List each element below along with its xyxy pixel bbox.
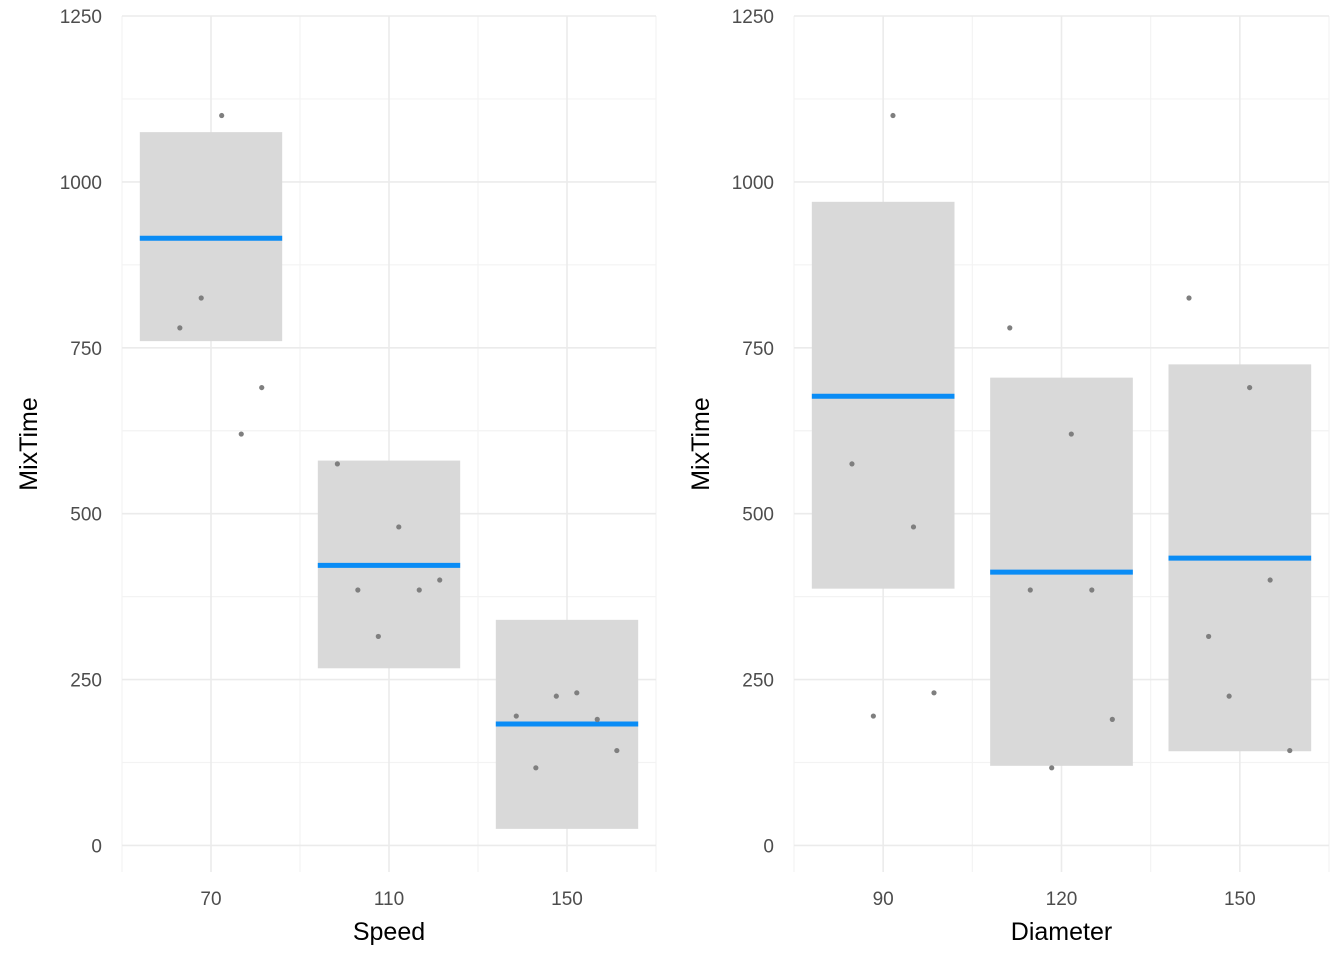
data-point: [614, 747, 620, 754]
data-point: [1027, 587, 1033, 593]
x-tick-label: 150: [1224, 889, 1256, 910]
data-point: [1109, 716, 1115, 722]
data-point: [219, 112, 225, 119]
data-point: [1226, 693, 1232, 699]
data-point: [375, 633, 381, 640]
y-tick-label: 1000: [732, 173, 774, 194]
data-point: [198, 295, 204, 301]
data-point: [1206, 633, 1212, 640]
y-axis-title: MixTime: [15, 397, 43, 491]
data-point: [1186, 295, 1192, 301]
y-tick-label: 500: [70, 505, 102, 526]
data-point: [513, 713, 519, 719]
y-tick-label: 1250: [732, 7, 774, 28]
data-point: [910, 524, 917, 530]
data-point: [334, 461, 340, 467]
x-tick-label: 120: [1046, 889, 1078, 910]
speed-panel: 0 250 500 750 1000 1250 70 110 150 Speed MixTime: [15, 7, 657, 946]
x-tick-label: 110: [374, 889, 404, 910]
data-point: [931, 690, 937, 696]
data-point: [1007, 325, 1013, 331]
y-tick-label: 250: [742, 671, 774, 692]
x-tick-label: 90: [873, 889, 894, 910]
data-point: [890, 112, 896, 119]
data-point: [1267, 577, 1273, 583]
x-tick-label: 150: [551, 889, 583, 910]
data-point: [177, 325, 183, 331]
data-point: [437, 577, 443, 583]
data-point: [1089, 587, 1095, 593]
y-tick-label: 250: [70, 671, 102, 692]
data-point: [238, 431, 244, 437]
data-point: [594, 716, 600, 722]
y-tick-label: 1250: [60, 7, 102, 28]
data-point: [1287, 747, 1293, 754]
x-axis-title: Diameter: [1011, 918, 1112, 946]
y-axis-title: MixTime: [687, 397, 715, 491]
y-tick-label: 0: [763, 836, 774, 857]
data-point: [870, 713, 876, 719]
x-tick-label: 70: [200, 889, 221, 910]
y-tick-label: 1000: [60, 173, 102, 194]
data-point: [355, 587, 361, 593]
diameter-panel: 0 250 500 750 1000 1250 90 120 150 Diameter MixTim…: [687, 7, 1330, 946]
data-point: [574, 690, 580, 696]
x-axis-title: Speed: [353, 918, 425, 946]
data-point: [1247, 384, 1253, 391]
data-point: [1068, 431, 1074, 437]
data-point: [533, 765, 539, 771]
y-tick-label: 0: [91, 836, 102, 857]
data-point: [1049, 765, 1055, 771]
y-tick-label: 750: [742, 339, 774, 360]
y-tick-label: 750: [70, 339, 102, 360]
data-point: [259, 384, 265, 391]
data-point: [849, 461, 855, 467]
y-tick-label: 500: [742, 505, 774, 526]
data-point: [396, 524, 402, 530]
data-point: [416, 587, 422, 593]
data-point: [553, 693, 559, 699]
